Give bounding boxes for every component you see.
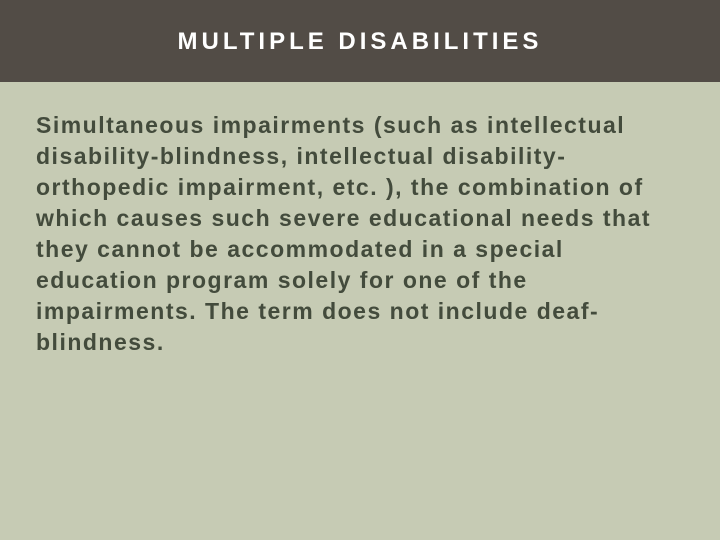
slide-body-text: Simultaneous impairments (such as intell… <box>36 110 684 358</box>
slide-title: MULTIPLE DISABILITIES <box>0 28 720 56</box>
slide-header: MULTIPLE DISABILITIES <box>0 0 720 82</box>
slide-body: Simultaneous impairments (such as intell… <box>0 82 720 358</box>
